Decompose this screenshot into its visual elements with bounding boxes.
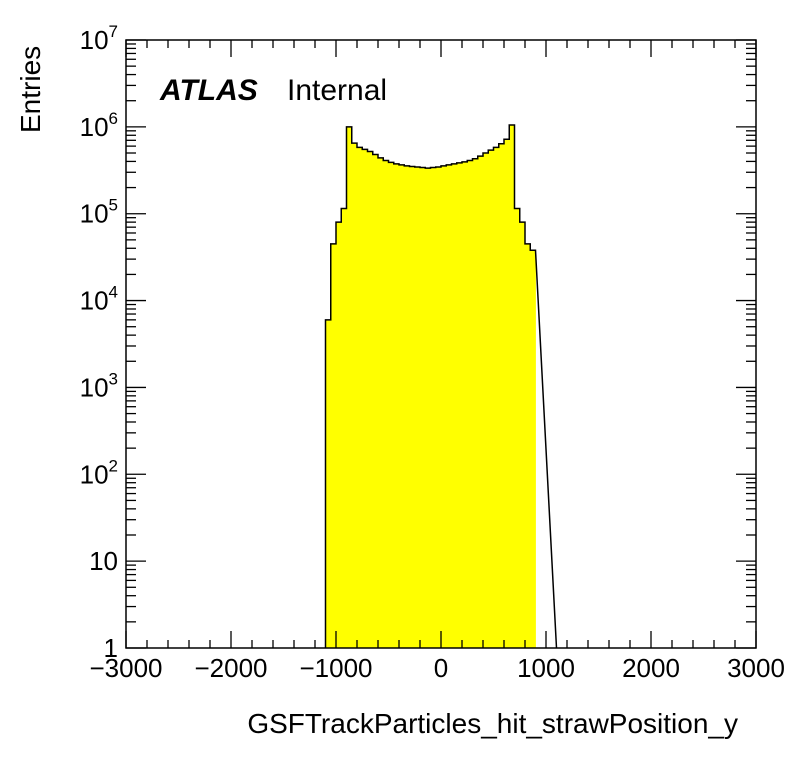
y-tick-label: 106 <box>80 109 118 142</box>
histogram-bin <box>383 160 389 648</box>
histogram-bin <box>336 222 342 649</box>
histogram-bin <box>519 222 526 649</box>
x-tick-label: 1000 <box>517 653 575 683</box>
histogram-bin <box>409 166 416 649</box>
histogram-bin <box>330 243 337 648</box>
histogram-bin <box>388 162 395 648</box>
histogram-bin <box>441 165 447 648</box>
histogram-bin <box>530 250 536 649</box>
histogram-bin <box>393 163 400 648</box>
histogram-bin <box>341 208 347 648</box>
histogram-bin <box>509 125 515 648</box>
x-tick-label: −3000 <box>89 653 162 683</box>
y-tick-label: 10 <box>89 546 118 576</box>
histogram-bin <box>483 153 489 648</box>
histogram-bin <box>462 161 468 648</box>
histogram-bin <box>404 165 410 648</box>
histogram-outline <box>324 124 558 649</box>
histogram-bin <box>498 143 505 648</box>
histogram-bin <box>362 149 368 648</box>
y-tick-label: 103 <box>80 369 118 402</box>
x-axis-title: GSFTrackParticles_hit_strawPosition_y <box>247 708 738 739</box>
atlas-status-label: Internal <box>287 74 387 107</box>
y-axis-tick-labels: 1 10 102 103 104 105 106 107 <box>80 22 118 663</box>
y-tick-label: 1 <box>104 633 118 663</box>
y-tick-label: 104 <box>80 283 118 316</box>
x-tick-label: −2000 <box>194 653 267 683</box>
atlas-label: ATLAS <box>159 74 258 107</box>
histogram-bin <box>325 319 332 648</box>
histogram-bin <box>357 147 363 649</box>
histogram-bin <box>430 167 437 648</box>
y-axis-ticks <box>126 39 756 649</box>
x-tick-label: 0 <box>434 653 448 683</box>
histogram-bin <box>451 163 458 648</box>
y-tick-label: 107 <box>80 22 118 55</box>
histogram-bin <box>351 143 358 649</box>
histogram-bin <box>493 147 500 649</box>
histogram-bin <box>456 162 463 648</box>
histogram-bin <box>477 156 484 648</box>
histogram-bin <box>446 164 452 649</box>
x-axis-ticks <box>125 40 757 648</box>
x-tick-label: −1000 <box>299 653 372 683</box>
histogram-bin <box>414 167 421 648</box>
x-axis-tick-labels: −3000 −2000 −1000 0 1000 2000 3000 <box>89 653 784 683</box>
histogram-bin <box>525 243 531 648</box>
histogram-bin <box>488 150 494 649</box>
histogram-bin <box>420 167 426 648</box>
y-axis-title: Entries <box>15 46 46 133</box>
histogram-bars <box>325 125 536 649</box>
histogram-bin <box>346 126 353 649</box>
histogram-bin <box>425 168 431 648</box>
histogram-bin <box>514 208 521 648</box>
y-tick-label: 102 <box>80 456 118 489</box>
histogram-bin <box>372 154 379 648</box>
histogram-bin <box>467 160 473 648</box>
histogram-bin <box>504 139 510 648</box>
histogram-bin <box>435 167 442 648</box>
histogram-bin <box>472 158 479 648</box>
histogram-bin <box>378 157 384 649</box>
histogram-bin <box>399 164 405 649</box>
y-tick-label: 105 <box>80 196 118 229</box>
x-tick-label: 3000 <box>727 653 785 683</box>
histogram-bin <box>367 151 374 648</box>
x-tick-label: 2000 <box>622 653 680 683</box>
